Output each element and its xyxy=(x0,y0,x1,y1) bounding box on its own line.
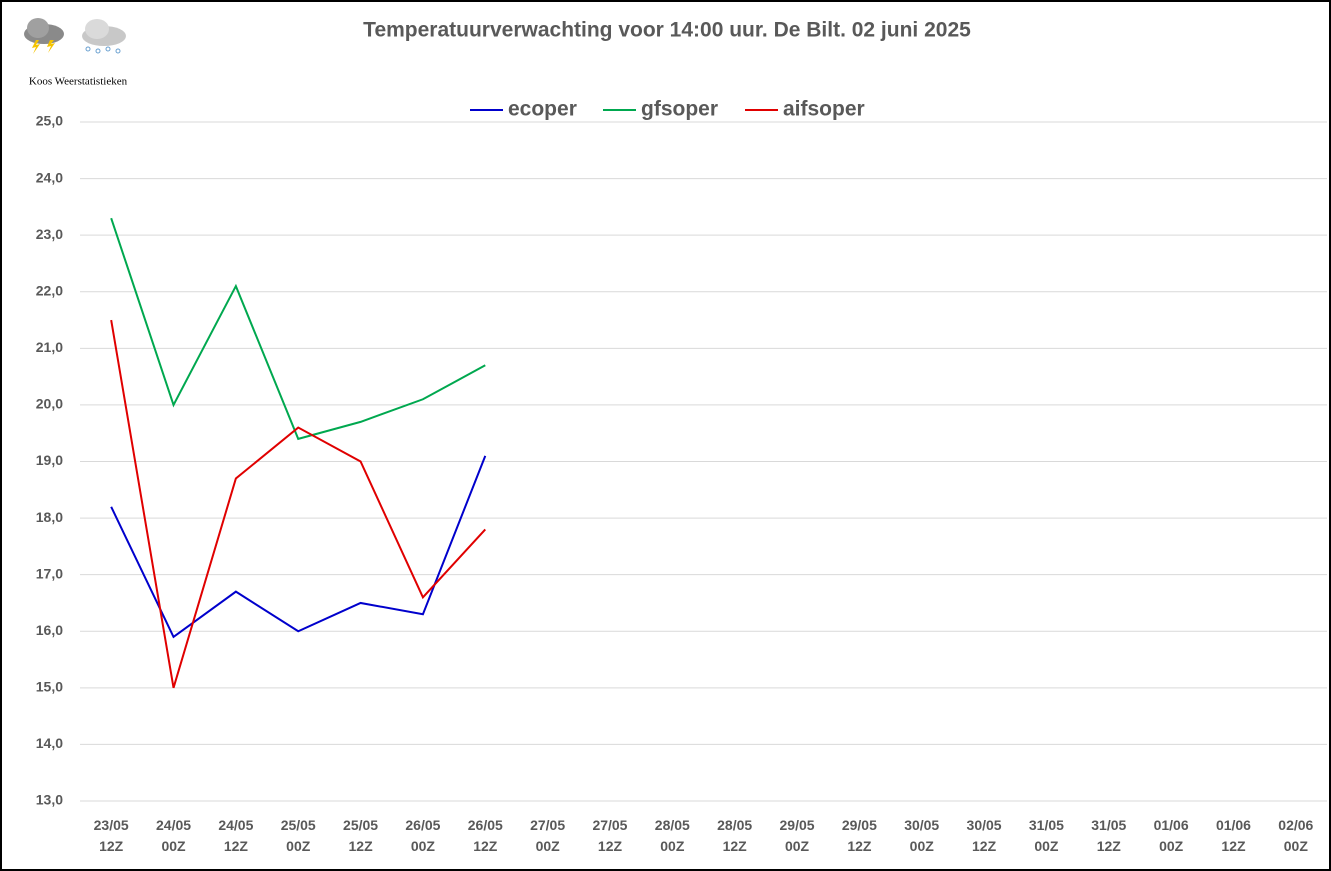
y-tick-label: 18,0 xyxy=(36,509,63,525)
x-tick-label: 02/06 00Z xyxy=(1278,817,1313,854)
y-tick-label: 16,0 xyxy=(36,622,63,638)
x-tick-label: 26/05 12Z xyxy=(468,817,503,854)
x-tick-run: 00Z xyxy=(161,838,186,854)
x-tick-date: 26/05 xyxy=(405,817,440,833)
x-tick-label: 27/05 00Z xyxy=(530,817,565,854)
x-tick-date: 01/06 xyxy=(1154,817,1189,833)
x-tick-label: 31/05 00Z xyxy=(1029,817,1064,854)
x-tick-run: 00Z xyxy=(536,838,561,854)
x-tick-date: 23/05 xyxy=(94,817,129,833)
x-tick-label: 28/05 00Z xyxy=(655,817,690,854)
y-tick-label: 15,0 xyxy=(36,679,63,695)
x-tick-run: 12Z xyxy=(972,838,997,854)
x-tick-run: 12Z xyxy=(847,838,872,854)
x-tick-label: 26/05 00Z xyxy=(405,817,440,854)
x-tick-run: 00Z xyxy=(910,838,935,854)
x-tick-date: 31/05 xyxy=(1029,817,1064,833)
x-tick-run: 12Z xyxy=(1097,838,1122,854)
y-tick-label: 13,0 xyxy=(36,792,63,808)
y-tick-label: 23,0 xyxy=(36,226,63,242)
x-tick-run: 00Z xyxy=(785,838,810,854)
x-tick-run: 00Z xyxy=(1034,838,1059,854)
y-tick-label: 24,0 xyxy=(36,169,63,185)
chart-title: Temperatuurverwachting voor 14:00 uur. D… xyxy=(363,19,971,42)
x-tick-run: 12Z xyxy=(349,838,374,854)
x-tick-run: 00Z xyxy=(411,838,436,854)
series-line xyxy=(110,217,486,441)
series-line xyxy=(110,455,487,639)
x-tick-run: 12Z xyxy=(1221,838,1246,854)
x-tick-label: 29/05 12Z xyxy=(842,817,877,854)
x-tick-date: 30/05 xyxy=(967,817,1002,833)
y-tick-label: 20,0 xyxy=(36,396,63,412)
x-tick-run: 00Z xyxy=(660,838,685,854)
x-tick-date: 30/05 xyxy=(904,817,939,833)
x-tick-date: 24/05 xyxy=(218,817,253,833)
x-tick-label: 27/05 12Z xyxy=(592,817,627,854)
x-tick-label: 24/05 12Z xyxy=(218,817,253,854)
x-tick-run: 00Z xyxy=(1284,838,1309,854)
x-tick-date: 29/05 xyxy=(842,817,877,833)
x-tick-date: 24/05 xyxy=(156,817,191,833)
y-tick-label: 19,0 xyxy=(36,452,63,468)
x-tick-run: 12Z xyxy=(224,838,249,854)
legend-label: ecoper xyxy=(508,98,577,121)
x-tick-date: 27/05 xyxy=(530,817,565,833)
x-tick-label: 25/05 12Z xyxy=(343,817,378,854)
x-tick-run: 00Z xyxy=(1159,838,1184,854)
x-tick-label: 25/05 00Z xyxy=(281,817,316,854)
x-tick-label: 30/05 00Z xyxy=(904,817,939,854)
legend-label: gfsoper xyxy=(641,98,718,121)
x-tick-label: 28/05 12Z xyxy=(717,817,752,854)
x-tick-label: 01/06 12Z xyxy=(1216,817,1251,854)
watermark: Koos Weerstatistieken xyxy=(29,76,128,88)
x-tick-date: 02/06 xyxy=(1278,817,1313,833)
weather-icons xyxy=(24,18,126,54)
x-tick-label: 31/05 12Z xyxy=(1091,817,1126,854)
x-tick-label: 01/06 00Z xyxy=(1154,817,1189,854)
x-tick-date: 31/05 xyxy=(1091,817,1126,833)
x-tick-run: 12Z xyxy=(99,838,124,854)
x-tick-run: 00Z xyxy=(286,838,311,854)
x-tick-label: 30/05 12Z xyxy=(967,817,1002,854)
x-tick-run: 12Z xyxy=(473,838,498,854)
x-tick-date: 28/05 xyxy=(717,817,752,833)
x-tick-date: 27/05 xyxy=(592,817,627,833)
x-tick-date: 29/05 xyxy=(780,817,815,833)
x-tick-date: 26/05 xyxy=(468,817,503,833)
y-tick-label: 14,0 xyxy=(36,735,63,751)
x-tick-run: 12Z xyxy=(598,838,623,854)
x-tick-label: 23/05 12Z xyxy=(94,817,129,854)
x-tick-run: 12Z xyxy=(723,838,748,854)
x-tick-date: 01/06 xyxy=(1216,817,1251,833)
x-tick-label: 24/05 00Z xyxy=(156,817,191,854)
y-tick-label: 21,0 xyxy=(36,339,63,355)
legend-label: aifsoper xyxy=(783,98,865,121)
x-tick-date: 25/05 xyxy=(281,817,316,833)
x-tick-date: 25/05 xyxy=(343,817,378,833)
y-tick-label: 25,0 xyxy=(36,113,63,129)
x-tick-label: 29/05 00Z xyxy=(780,817,815,854)
x-tick-date: 28/05 xyxy=(655,817,690,833)
series-line xyxy=(110,319,487,689)
y-tick-label: 17,0 xyxy=(36,565,63,581)
y-tick-label: 22,0 xyxy=(36,282,63,298)
